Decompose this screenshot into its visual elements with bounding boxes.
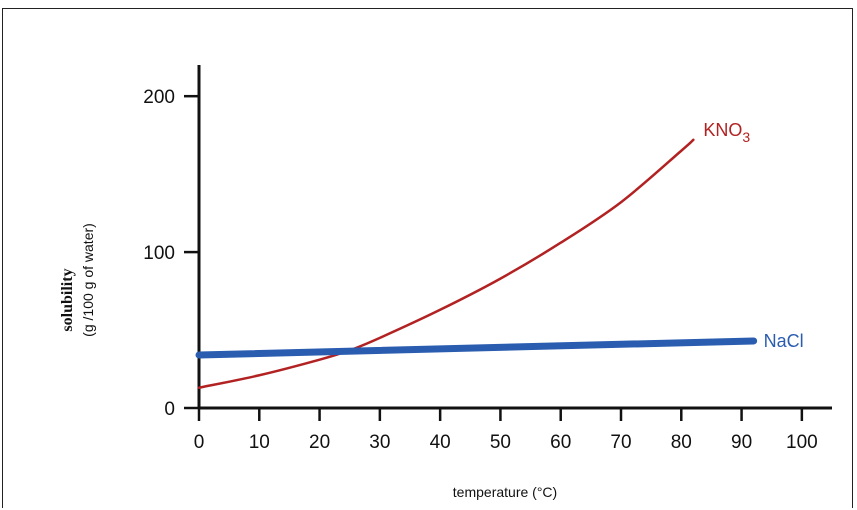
y-tick-label: 200 xyxy=(143,87,175,108)
x-axis-title: temperature (°C) xyxy=(453,484,557,500)
x-tick-label: 60 xyxy=(550,432,571,453)
x-tick-label: 0 xyxy=(194,432,205,453)
series-layer xyxy=(195,138,758,389)
x-tick-label: 50 xyxy=(490,432,511,453)
x-tick-label: 20 xyxy=(309,432,330,453)
y-tick-label: 0 xyxy=(164,399,175,420)
x-tick-label: 40 xyxy=(430,432,451,453)
x-tick-label: 90 xyxy=(731,432,752,453)
series-label-kno3: KNO3 xyxy=(703,120,750,145)
y-axis-title-group: solubility (g /100 g of water) xyxy=(59,223,96,337)
x-tick-label: 100 xyxy=(786,432,818,453)
y-axis-title: solubility xyxy=(59,268,76,331)
y-ticks: 0 100 200 xyxy=(143,87,199,420)
figure-frame xyxy=(2,8,853,508)
x-tick-label: 10 xyxy=(249,432,270,453)
y-tick-label: 100 xyxy=(143,243,175,264)
x-tick-label: 30 xyxy=(369,432,390,453)
x-tick-label: 70 xyxy=(610,432,631,453)
x-tick-label: 80 xyxy=(671,432,692,453)
y-axis-subtitle: (g /100 g of water) xyxy=(80,223,96,337)
axes xyxy=(197,65,832,410)
series-line-nacl xyxy=(195,337,758,359)
x-ticks: 0 10 20 30 40 50 60 70 80 90 100 xyxy=(194,408,818,453)
series-line-kno3 xyxy=(197,138,695,389)
series-label-nacl: NaCl xyxy=(764,331,804,351)
series-labels: KNO3 NaCl xyxy=(703,120,803,351)
